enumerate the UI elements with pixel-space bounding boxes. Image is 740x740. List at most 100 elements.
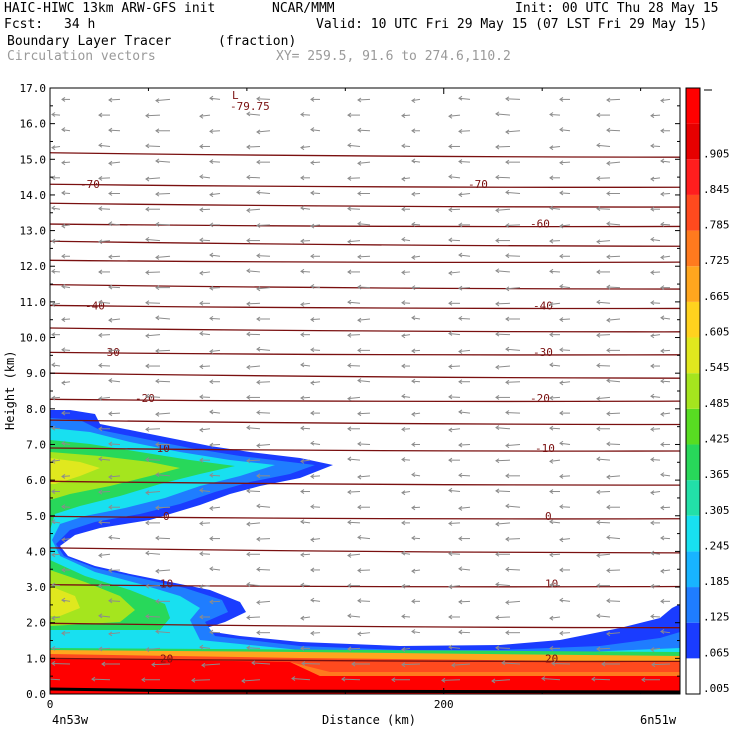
- vector-arrowhead: [458, 472, 463, 478]
- vector-arrowhead: [660, 285, 665, 291]
- vector-arrowhead: [411, 378, 416, 384]
- vector-arrowhead: [549, 552, 554, 558]
- vector-arrowhead: [145, 206, 150, 212]
- vector-arrow: [650, 395, 661, 398]
- vector-arrow: [411, 569, 421, 572]
- vector-arrowhead: [505, 503, 510, 509]
- vector-arrowhead: [310, 474, 315, 479]
- vector-arrow: [256, 191, 271, 195]
- vector-arrow: [660, 380, 671, 383]
- vector-arrow: [145, 615, 161, 618]
- vector-arrowhead: [300, 145, 305, 151]
- vector-arrowhead: [495, 144, 500, 150]
- vector-arrowhead: [458, 95, 463, 101]
- vector-arrow: [559, 506, 571, 508]
- vector-arrow: [651, 663, 671, 666]
- temperature-contour-line: [50, 515, 680, 520]
- vector-arrow: [199, 176, 211, 179]
- temperature-contour-line: [50, 480, 680, 486]
- vector-arrow: [660, 193, 671, 195]
- vector-arrowhead: [300, 395, 305, 401]
- vector-arrowhead: [596, 583, 601, 589]
- vector-arrowhead: [108, 317, 113, 323]
- vector-arrow: [401, 177, 411, 180]
- vector-arrow: [51, 521, 61, 524]
- vector-arrowhead: [559, 410, 564, 416]
- vector-arrowhead: [61, 567, 66, 573]
- y-tick-label: 7.0: [26, 438, 46, 451]
- vector-arrowhead: [448, 300, 453, 306]
- vector-arrowhead: [256, 189, 261, 195]
- vector-arrowhead: [108, 284, 113, 290]
- vector-arrowhead: [256, 443, 261, 449]
- vector-arrowhead: [108, 631, 113, 637]
- vector-arrowhead: [559, 253, 564, 259]
- vector-arrow: [199, 585, 211, 588]
- vector-arrow: [448, 176, 461, 179]
- vector-arrowhead: [596, 363, 601, 368]
- vector-arrow: [505, 191, 521, 195]
- vector-arrowhead: [145, 550, 150, 556]
- vector-arrowhead: [310, 410, 315, 416]
- vector-arrow: [251, 662, 271, 665]
- vector-arrowhead: [559, 380, 564, 386]
- vector-arrow: [448, 585, 461, 588]
- vector-arrowhead: [191, 677, 196, 683]
- vector-arrow: [145, 238, 161, 242]
- vector-arrow: [559, 632, 571, 634]
- vector-arrowhead: [505, 536, 510, 542]
- vector-arrowhead: [559, 223, 564, 229]
- vector-arrowhead: [98, 396, 103, 402]
- colorbar-segment: [686, 551, 700, 588]
- vector-arrowhead: [256, 159, 261, 165]
- vector-arrowhead: [650, 363, 655, 369]
- vector-arrowhead: [559, 96, 564, 102]
- vector-arrow: [411, 193, 421, 195]
- vector-arrowhead: [310, 597, 315, 603]
- vector-arrow: [155, 569, 171, 572]
- vector-arrow: [145, 334, 161, 337]
- vector-arrow: [310, 442, 321, 445]
- vector-arrowhead: [61, 127, 66, 132]
- vector-arrow: [505, 348, 521, 351]
- vector-arrowhead: [256, 346, 261, 352]
- vector-arrow: [357, 255, 371, 258]
- vector-arrowhead: [650, 333, 655, 339]
- temperature-contour-line: [50, 398, 680, 403]
- vector-arrow: [448, 428, 461, 431]
- vector-arrow: [495, 302, 511, 305]
- vector-arrowhead: [660, 505, 665, 511]
- vector-arrowhead: [448, 331, 453, 336]
- vector-arrowhead: [458, 599, 463, 605]
- vector-arrowhead: [98, 646, 103, 652]
- vector-arrow: [505, 568, 521, 571]
- vector-arrowhead: [650, 613, 655, 619]
- vector-arrow: [495, 616, 511, 619]
- vector-arrowhead: [98, 176, 103, 181]
- vector-arrow: [209, 254, 221, 257]
- vector-arrow: [108, 412, 121, 415]
- temperature-contour-line: [50, 183, 680, 188]
- vector-arrowhead: [300, 582, 305, 588]
- vector-arrowhead: [357, 127, 362, 133]
- vector-arrow: [495, 427, 511, 430]
- vector-arrowhead: [256, 536, 261, 542]
- vector-arrowhead: [145, 426, 150, 432]
- vector-arrowhead: [51, 112, 56, 117]
- vector-arrowhead: [61, 284, 66, 289]
- vector-arrow: [411, 160, 421, 163]
- vector-arrow: [310, 318, 321, 321]
- vector-arrowhead: [606, 317, 611, 323]
- vector-arrow: [246, 176, 261, 179]
- vector-arrow: [357, 632, 371, 635]
- vector-arrow: [458, 631, 471, 634]
- vector-arrowhead: [108, 411, 113, 417]
- vector-arrow: [209, 193, 221, 196]
- vector-arrowhead: [559, 567, 564, 573]
- vector-arrow: [549, 459, 561, 462]
- vector-arrow: [51, 302, 61, 306]
- extrema-value: -79.75: [230, 100, 270, 113]
- vector-arrowhead: [357, 347, 362, 353]
- vector-arrow: [145, 491, 161, 494]
- vector-arrow: [458, 287, 471, 289]
